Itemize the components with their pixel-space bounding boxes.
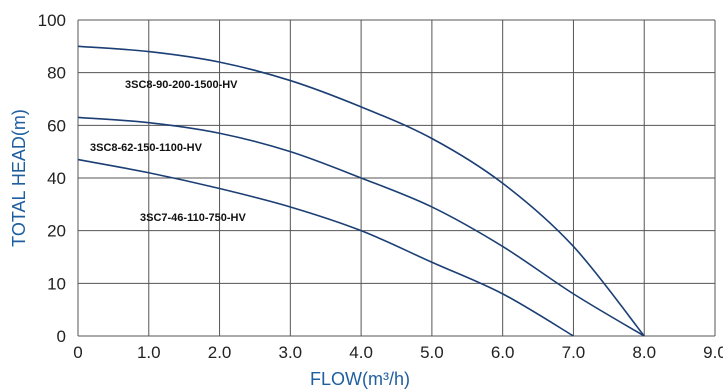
x-tick-label: 0 bbox=[73, 343, 82, 362]
y-tick-label: 100 bbox=[38, 11, 66, 30]
x-tick-label: 1.0 bbox=[137, 343, 161, 362]
x-tick-label: 2.0 bbox=[208, 343, 232, 362]
y-tick-label: 80 bbox=[47, 64, 66, 83]
x-tick-label: 7.0 bbox=[562, 343, 586, 362]
series-label: 3SC7-46-110-750-HV bbox=[140, 212, 246, 224]
x-tick-label: 5.0 bbox=[420, 343, 444, 362]
y-tick-label: 60 bbox=[47, 116, 66, 135]
x-tick-label: 3.0 bbox=[279, 343, 303, 362]
grid bbox=[77, 19, 716, 337]
series-curves bbox=[77, 45, 645, 337]
series-line bbox=[77, 116, 645, 337]
y-tick-label: 10 bbox=[47, 274, 66, 293]
x-tick-label: 9.0 bbox=[703, 343, 723, 362]
series-line bbox=[77, 158, 574, 337]
x-tick-label: 4.0 bbox=[349, 343, 373, 362]
y-tick-label: 20 bbox=[47, 222, 66, 241]
series-labels: 3SC8-90-200-1500-HV 3SC8-62-150-1100-HV 3S… bbox=[90, 79, 246, 224]
x-axis-label: FLOW(m³/h) bbox=[310, 369, 410, 389]
series-line bbox=[77, 45, 645, 337]
y-axis-ticks: 0 10 20 40 60 80 100 bbox=[38, 11, 66, 346]
x-tick-label: 8.0 bbox=[632, 343, 656, 362]
y-axis-label: TOTAL HEAD(m) bbox=[9, 109, 29, 247]
x-tick-label: 6.0 bbox=[491, 343, 515, 362]
y-tick-label: 40 bbox=[47, 169, 66, 188]
y-tick-label: 0 bbox=[57, 327, 66, 346]
x-axis-ticks: 0 1.0 2.0 3.0 4.0 5.0 6.0 7.0 8.0 9.0 bbox=[73, 343, 723, 362]
series-label: 3SC8-62-150-1100-HV bbox=[90, 142, 203, 154]
series-label: 3SC8-90-200-1500-HV bbox=[125, 79, 238, 91]
